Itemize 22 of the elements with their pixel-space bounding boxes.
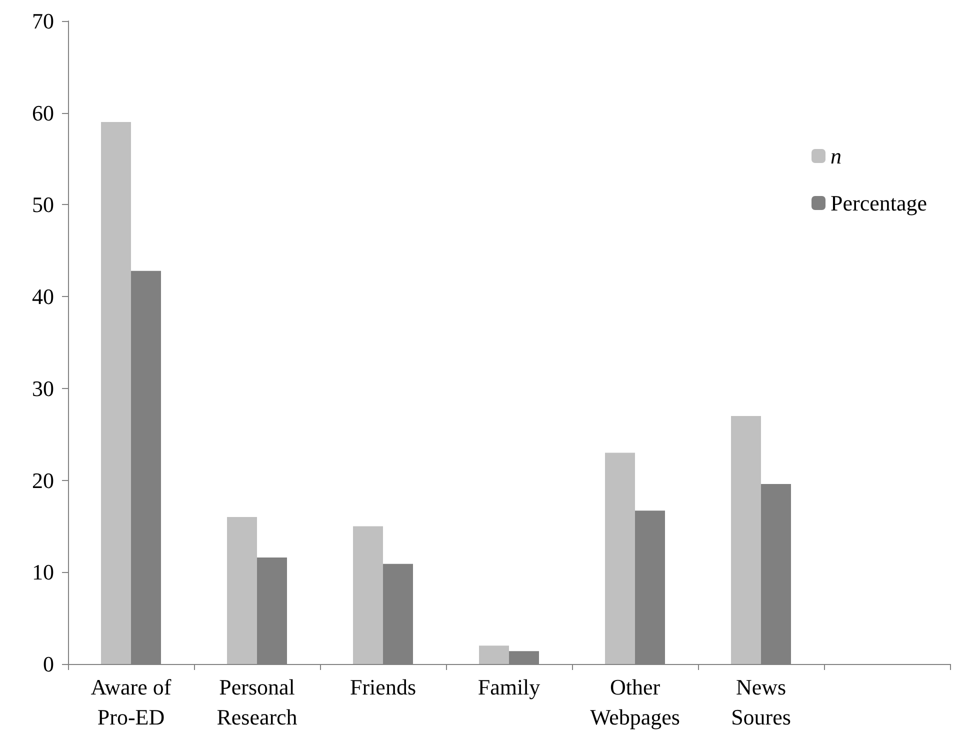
bar xyxy=(227,517,257,664)
x-tick-label: Friends xyxy=(350,674,416,700)
x-tick-label: Aware of Pro-ED xyxy=(90,674,172,730)
bar xyxy=(605,452,635,664)
x-tick-label: Family xyxy=(478,674,540,700)
x-tick-label: Other Webpages xyxy=(590,674,680,730)
legend-label: n xyxy=(830,144,842,168)
y-tick-label: 40 xyxy=(32,284,54,310)
y-tick-label: 0 xyxy=(43,652,54,676)
y-tick-label: 60 xyxy=(32,100,54,126)
bar xyxy=(731,416,761,664)
y-tick-label: 30 xyxy=(32,376,54,401)
bar xyxy=(479,646,509,664)
y-tick-label: 10 xyxy=(32,560,54,585)
legend-label: Percentage xyxy=(830,190,928,216)
y-tick-label: 70 xyxy=(32,8,54,34)
bar xyxy=(101,122,131,664)
x-tick-label: News Soures xyxy=(731,674,791,730)
x-tick-label: Personal Research xyxy=(216,674,298,730)
bar xyxy=(353,526,383,664)
y-tick-label: 20 xyxy=(32,468,54,493)
y-tick-label: 50 xyxy=(32,192,54,218)
